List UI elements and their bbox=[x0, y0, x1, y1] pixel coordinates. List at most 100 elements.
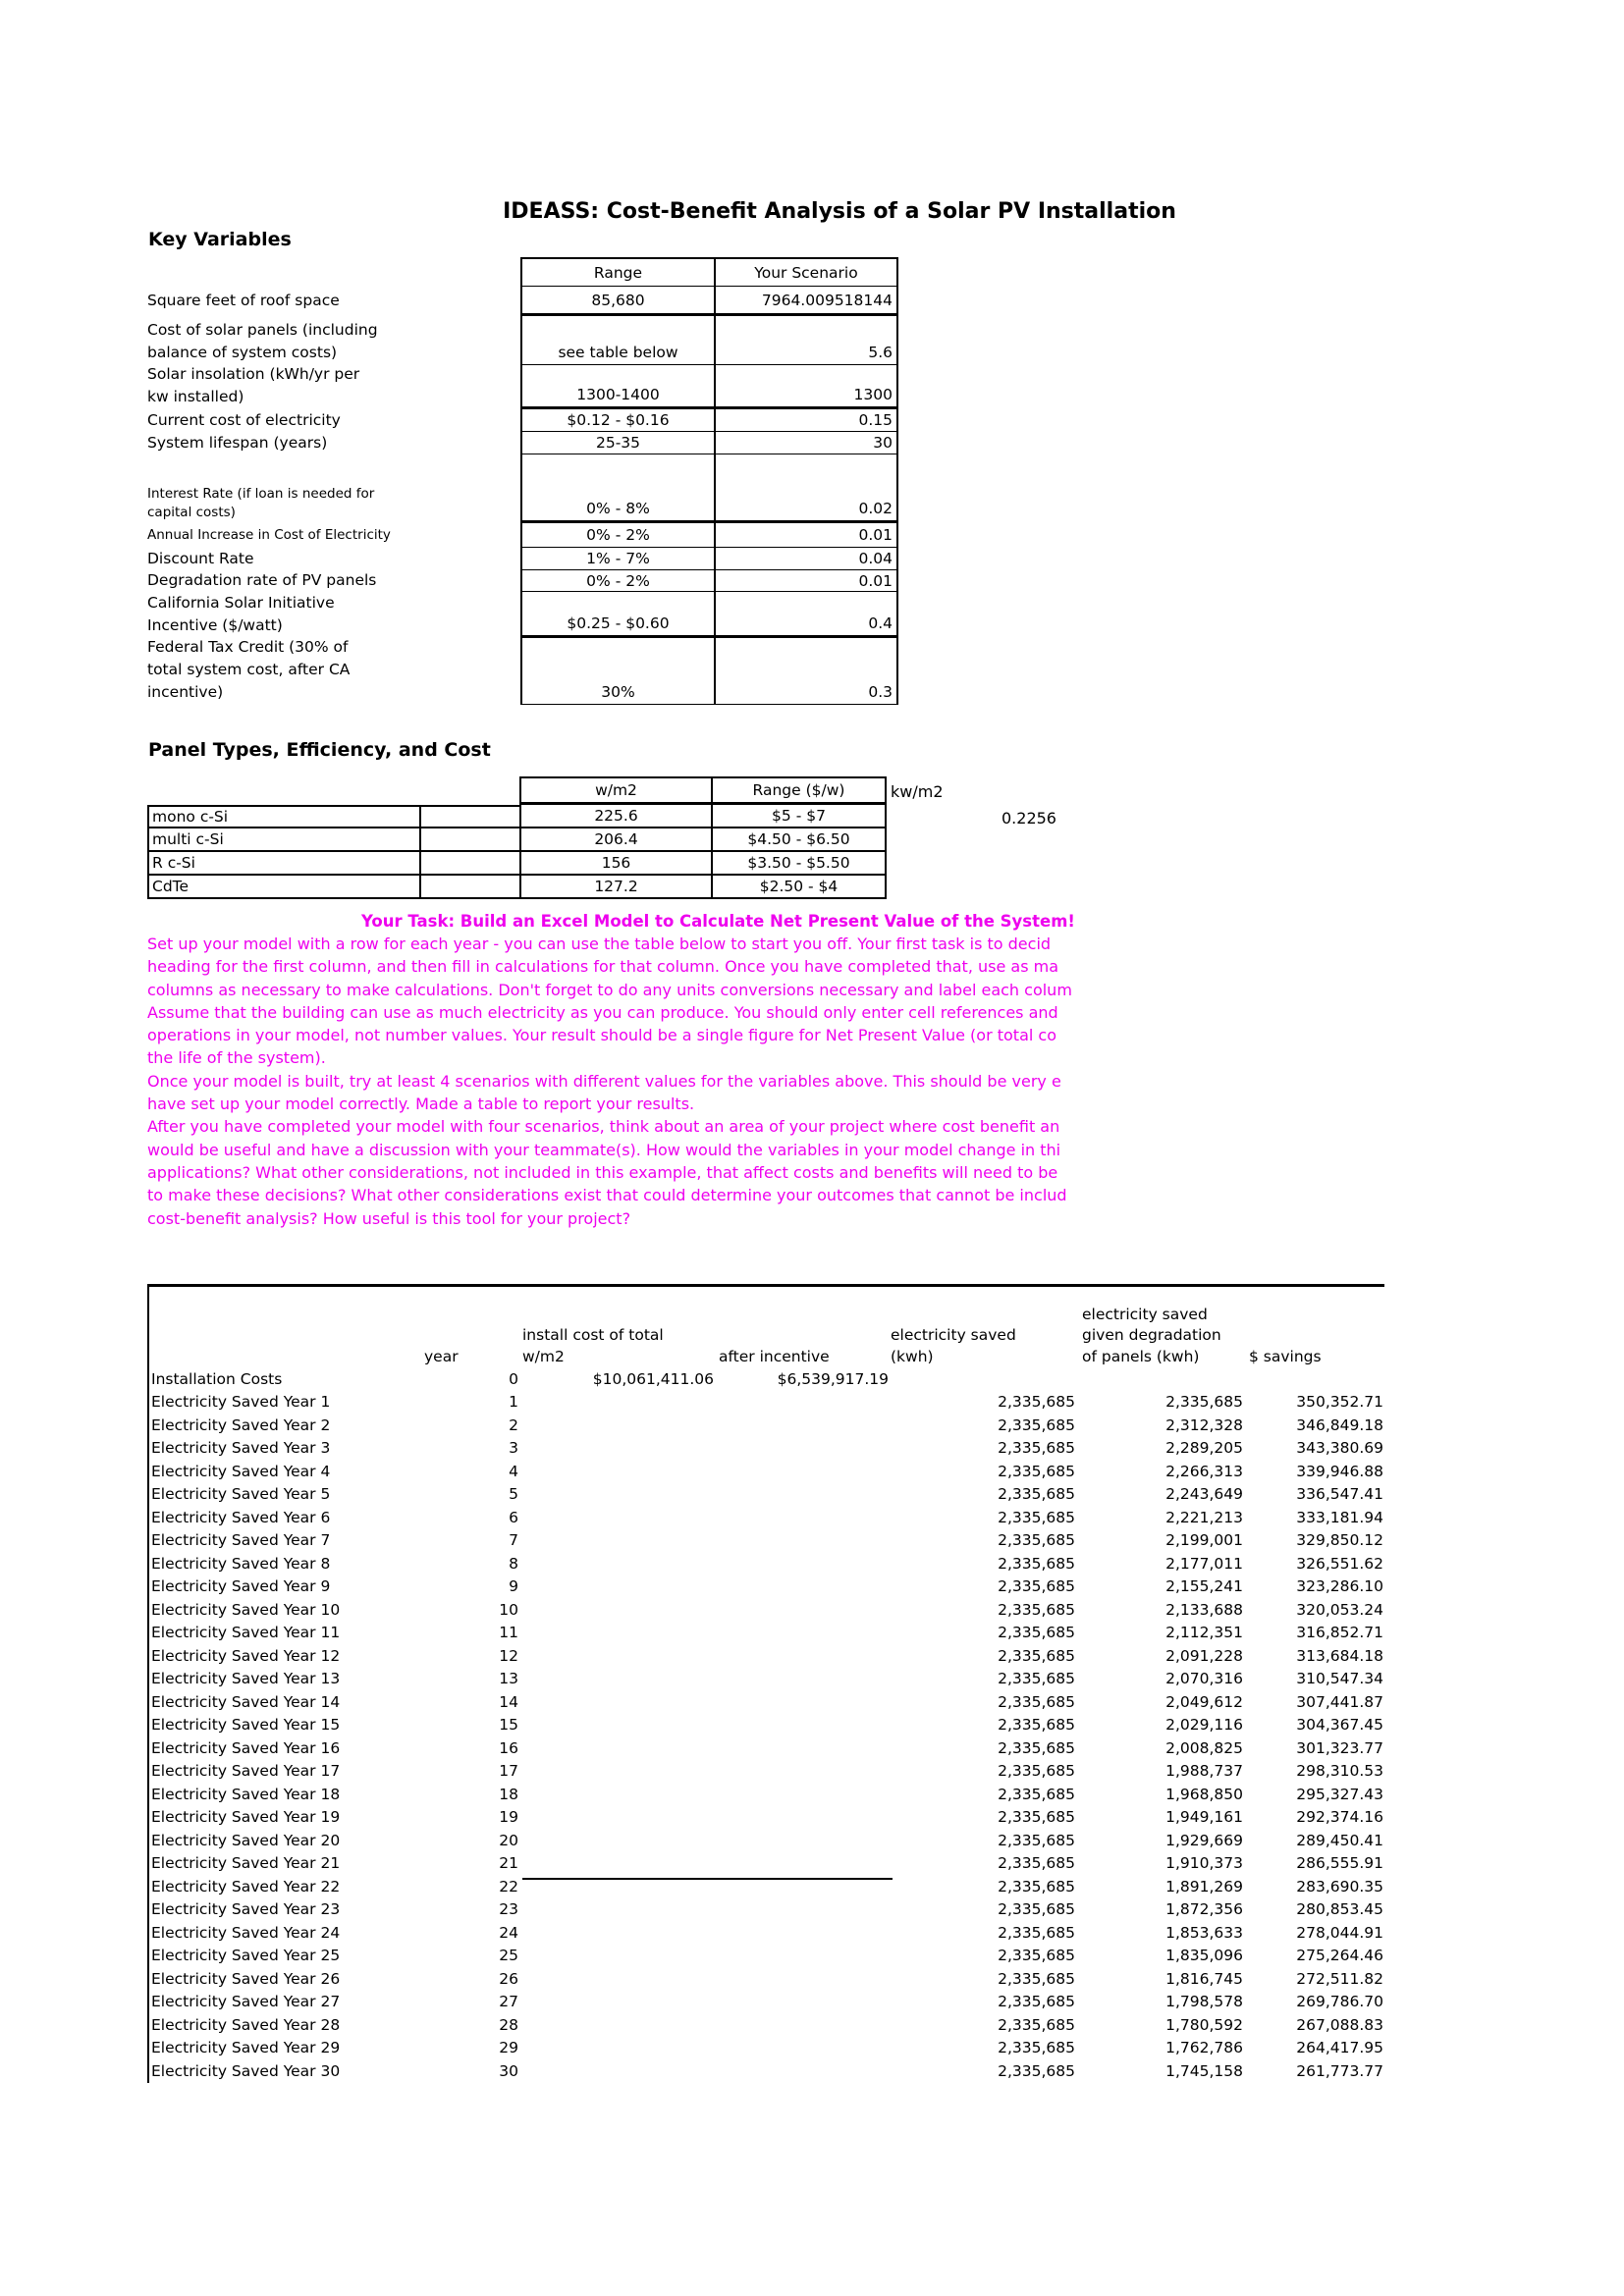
key-variable-row: Discount Rate 1% - 7% 0.04 bbox=[147, 548, 898, 570]
npv-savings-value: 333,181.94 bbox=[1296, 1508, 1383, 1526]
npv-row-label: Installation Costs bbox=[151, 1369, 283, 1388]
key-variables-heading: Key Variables bbox=[148, 229, 292, 250]
npv-year-value: 19 bbox=[499, 1808, 518, 1827]
npv-kwh-value: 2,335,685 bbox=[998, 1692, 1075, 1711]
panel-type-wm2-value: 206.4 bbox=[519, 828, 711, 852]
npv-degradation-value: 1,891,269 bbox=[1165, 1877, 1243, 1896]
key-variable-row: Solar insolation (kWh/yr per kw installe… bbox=[147, 365, 898, 409]
kw-per-m2-unit-label: kw/m2 bbox=[891, 782, 944, 801]
npv-kwh-value: 2,335,685 bbox=[998, 1600, 1075, 1619]
key-variable-label: Discount Rate bbox=[147, 549, 254, 567]
key-variable-label: Current cost of electricity bbox=[147, 410, 341, 429]
npv-degradation-value: 2,155,241 bbox=[1165, 1577, 1243, 1596]
npv-after-incentive-value: $6,539,917.19 bbox=[777, 1369, 889, 1388]
npv-year-value: 7 bbox=[509, 1531, 518, 1550]
npv-year-value: 29 bbox=[499, 2039, 518, 2057]
npv-table-row: Electricity Saved Year 11 11 2,335,685 2… bbox=[149, 1622, 1384, 1645]
npv-row-label: Electricity Saved Year 29 bbox=[151, 2039, 341, 2057]
npv-year-value: 13 bbox=[499, 1670, 518, 1688]
npv-row-label: Electricity Saved Year 16 bbox=[151, 1738, 341, 1757]
npv-savings-value: 339,946.88 bbox=[1296, 1462, 1383, 1480]
key-variable-range-value: 0% - 2% bbox=[586, 571, 650, 590]
npv-year-value: 21 bbox=[499, 1854, 518, 1873]
npv-year-value: 25 bbox=[499, 1947, 518, 1965]
npv-year-value: 9 bbox=[509, 1577, 518, 1596]
npv-degradation-value: 2,266,313 bbox=[1165, 1462, 1243, 1480]
task-text-line: would be useful and have a discussion wi… bbox=[147, 1140, 1061, 1159]
npv-table-row: Electricity Saved Year 25 25 2,335,685 1… bbox=[149, 1945, 1384, 1968]
npv-degradation-value: 2,091,228 bbox=[1165, 1646, 1243, 1665]
npv-year-value: 0 bbox=[509, 1369, 518, 1388]
npv-degradation-value: 2,199,001 bbox=[1165, 1531, 1243, 1550]
panel-header-spacer bbox=[147, 776, 419, 805]
npv-savings-value: 307,441.87 bbox=[1296, 1692, 1383, 1711]
npv-kwh-value: 2,335,685 bbox=[998, 1624, 1075, 1642]
npv-row-label: Electricity Saved Year 1 bbox=[151, 1393, 331, 1412]
key-variable-label: Interest Rate (if loan is needed for cap… bbox=[147, 486, 375, 520]
npv-year-value: 27 bbox=[499, 1993, 518, 2011]
npv-savings-value: 264,417.95 bbox=[1296, 2039, 1383, 2057]
range-per-watt-column-header: Range ($/w) bbox=[711, 776, 887, 805]
panel-type-spacer-cell bbox=[419, 852, 519, 876]
npv-year-value: 22 bbox=[499, 1877, 518, 1896]
npv-table-row: Electricity Saved Year 13 13 2,335,685 2… bbox=[149, 1668, 1384, 1691]
npv-table-row: Electricity Saved Year 28 28 2,335,685 1… bbox=[149, 2013, 1384, 2037]
conversion-value: 0.2256 bbox=[1001, 809, 1056, 828]
npv-kwh-value: 2,335,685 bbox=[998, 1415, 1075, 1434]
panel-types-header-row: w/m2 Range ($/w) bbox=[147, 776, 887, 805]
npv-kwh-value: 2,335,685 bbox=[998, 1531, 1075, 1550]
npv-degradation-value: 1,929,669 bbox=[1165, 1831, 1243, 1849]
npv-savings-value: 320,053.24 bbox=[1296, 1600, 1383, 1619]
npv-kwh-value: 2,335,685 bbox=[998, 1923, 1075, 1942]
npv-kwh-value: 2,335,685 bbox=[998, 1969, 1075, 1988]
panel-type-name: multi c-Si bbox=[147, 828, 419, 852]
key-variables-header-spacer bbox=[147, 257, 520, 287]
npv-row-label: Electricity Saved Year 9 bbox=[151, 1577, 331, 1596]
npv-savings-value: 323,286.10 bbox=[1296, 1577, 1383, 1596]
npv-savings-value: 304,367.45 bbox=[1296, 1716, 1383, 1735]
key-variable-scenario-value: 0.3 bbox=[714, 638, 896, 704]
npv-kwh-value: 2,335,685 bbox=[998, 1554, 1075, 1573]
panel-type-price-range: $4.50 - $6.50 bbox=[711, 828, 887, 852]
npv-table-row: Electricity Saved Year 3 3 2,335,685 2,2… bbox=[149, 1437, 1384, 1461]
npv-table-row: Electricity Saved Year 21 21 2,335,685 1… bbox=[149, 1852, 1384, 1876]
npv-year-value: 30 bbox=[499, 2061, 518, 2080]
npv-kwh-value: 2,335,685 bbox=[998, 2039, 1075, 2057]
panel-type-spacer-cell bbox=[419, 805, 519, 828]
after-incentive-column-header: after incentive bbox=[719, 1347, 830, 1365]
npv-kwh-value: 2,335,685 bbox=[998, 1947, 1075, 1965]
task-text-line: applications? What other considerations,… bbox=[147, 1162, 1058, 1182]
key-variable-label: System lifespan (years) bbox=[147, 433, 328, 452]
key-variable-range-value: 25-35 bbox=[595, 434, 641, 452]
npv-table-row: Electricity Saved Year 7 7 2,335,685 2,1… bbox=[149, 1529, 1384, 1553]
npv-kwh-value: 2,335,685 bbox=[998, 1993, 1075, 2011]
npv-year-value: 18 bbox=[499, 1785, 518, 1803]
key-variable-label: Degradation rate of PV panels bbox=[147, 571, 377, 589]
npv-savings-value: 350,352.71 bbox=[1296, 1393, 1383, 1412]
npv-year-value: 3 bbox=[509, 1439, 518, 1458]
key-variable-scenario-value: 0.4 bbox=[714, 592, 896, 635]
npv-degradation-value: 2,243,649 bbox=[1165, 1485, 1243, 1504]
npv-savings-value: 295,327.43 bbox=[1296, 1785, 1383, 1803]
npv-kwh-value: 2,335,685 bbox=[998, 1877, 1075, 1896]
npv-row-label: Electricity Saved Year 4 bbox=[151, 1462, 331, 1480]
npv-savings-value: 278,044.91 bbox=[1296, 1923, 1383, 1942]
npv-savings-value: 280,853.45 bbox=[1296, 1900, 1383, 1919]
npv-degradation-value: 2,133,688 bbox=[1165, 1600, 1243, 1619]
npv-kwh-value: 2,335,685 bbox=[998, 1831, 1075, 1849]
page-title: IDEASS: Cost-Benefit Analysis of a Solar… bbox=[503, 199, 1176, 224]
task-text-line: Once your model is built, try at least 4… bbox=[147, 1071, 1061, 1091]
key-variable-range-value: see table below bbox=[558, 344, 678, 361]
npv-savings-value: 269,786.70 bbox=[1296, 1993, 1383, 2011]
key-variable-row: Interest Rate (if loan is needed for cap… bbox=[147, 454, 898, 523]
npv-table-row: Electricity Saved Year 1 1 2,335,685 2,3… bbox=[149, 1391, 1384, 1415]
npv-table-row: Electricity Saved Year 12 12 2,335,685 2… bbox=[149, 1644, 1384, 1668]
npv-row-label: Electricity Saved Year 15 bbox=[151, 1716, 341, 1735]
key-variable-label: Federal Tax Credit (30% of total system … bbox=[147, 638, 351, 701]
key-variable-scenario-value: 7964.009518144 bbox=[714, 287, 896, 313]
npv-kwh-value: 2,335,685 bbox=[998, 1900, 1075, 1919]
npv-row-label: Electricity Saved Year 24 bbox=[151, 1923, 341, 1942]
panel-type-name: CdTe bbox=[147, 876, 419, 899]
npv-kwh-value: 2,335,685 bbox=[998, 1785, 1075, 1803]
key-variable-scenario-value: 0.04 bbox=[714, 548, 896, 569]
